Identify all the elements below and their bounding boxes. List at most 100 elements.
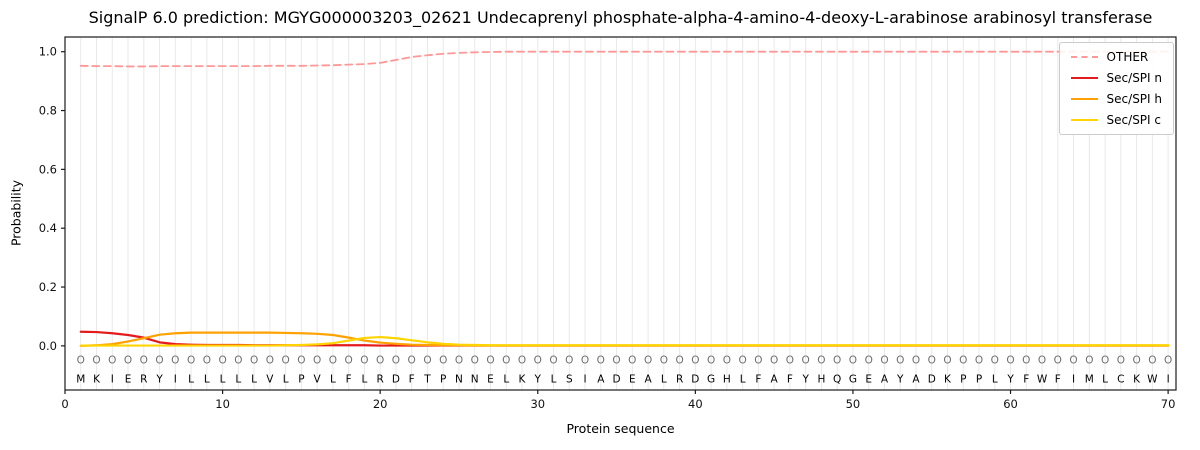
residue-letter: Y [801,374,809,386]
residue-letter: D [392,374,400,386]
prediction-marker: O [1148,354,1156,366]
prediction-marker: O [597,354,605,366]
plot-background [65,37,1176,390]
prediction-marker: O [1069,354,1077,366]
prediction-marker: O [155,354,163,366]
prediction-marker: O [975,354,983,366]
residue-letter: A [597,374,605,386]
prediction-marker: O [896,354,904,366]
chart-title: SignalP 6.0 prediction: MGYG000003203_02… [88,8,1153,27]
prediction-marker: O [124,354,132,366]
residue-letter: L [992,374,998,386]
residue-letter: A [771,374,779,386]
legend-line-sample [1070,56,1098,58]
residue-letter: F [755,374,761,386]
y-tick-label: 0.2 [39,280,57,294]
legend-line-sample [1070,77,1098,79]
prediction-marker: O [345,354,353,366]
y-tick-label: 0.0 [39,339,57,353]
residue-letter: A [644,374,652,386]
residue-letter: I [1167,374,1170,386]
prediction-marker: O [486,354,494,366]
y-tick-label: 0.6 [39,162,57,176]
residue-letter: G [849,374,857,386]
residue-letter: L [204,374,210,386]
residue-letter: A [881,374,889,386]
prediction-marker: O [912,354,920,366]
residue-letter: Y [155,374,163,386]
residue-letter: L [551,374,557,386]
legend-label: Sec/SPI n [1106,71,1162,85]
prediction-marker: O [218,354,226,366]
prediction-marker: O [849,354,857,366]
residue-letter: D [691,374,699,386]
residue-letter: K [1133,374,1141,386]
residue-letter: P [960,374,966,386]
residue-letter: P [976,374,982,386]
prediction-marker: O [423,354,431,366]
y-tick-label: 1.0 [39,45,57,59]
residue-letter: F [1055,374,1061,386]
residue-letter: F [1023,374,1029,386]
prediction-marker: O [360,354,368,366]
legend: OTHER Sec/SPI n Sec/SPI h Sec/SPI c [1058,42,1174,135]
prediction-marker: O [833,354,841,366]
prediction-marker: O [266,354,274,366]
prediction-marker: O [140,354,148,366]
legend-line-sample [1070,119,1098,121]
x-tick-label: 20 [373,397,388,411]
prediction-marker: O [660,354,668,366]
prediction-marker: O [817,354,825,366]
prediction-marker: O [581,354,589,366]
residue-letter: L [220,374,226,386]
prediction-marker: O [1006,354,1014,366]
prediction-marker: O [518,354,526,366]
residue-letter: E [629,374,636,386]
prediction-marker: O [1054,354,1062,366]
prediction-marker: O [707,354,715,366]
prediction-marker: O [943,354,951,366]
prediction-marker: O [187,354,195,366]
residue-letter: R [377,374,384,386]
prediction-marker: O [203,354,211,366]
prediction-marker: O [628,354,636,366]
residue-letter: F [409,374,415,386]
x-tick-label: 50 [846,397,861,411]
residue-letter: F [787,374,793,386]
residue-letter: H [817,374,825,386]
prediction-marker: O [92,354,100,366]
residue-letter: I [174,374,177,386]
residue-letter: W [1037,374,1048,386]
residue-letter: I [111,374,114,386]
residue-letter: Y [534,374,542,386]
x-tick-label: 0 [61,397,68,411]
legend-label: Sec/SPI c [1106,113,1161,127]
prediction-marker: O [534,354,542,366]
prediction-marker: O [675,354,683,366]
prediction-marker: O [455,354,463,366]
residue-letter: L [251,374,257,386]
residue-letter: P [298,374,304,386]
prediction-marker: O [234,354,242,366]
residue-letter: H [723,374,731,386]
axes-border [64,36,1177,391]
residue-letter: P [440,374,446,386]
prediction-marker: O [408,354,416,366]
prediction-marker: O [471,354,479,366]
residue-letter: E [865,374,872,386]
prediction-marker: O [329,354,337,366]
residue-letter: L [188,374,194,386]
residue-letter: Q [833,374,841,386]
y-tick-label: 0.4 [39,221,57,235]
residue-letter: R [140,374,147,386]
series-line-other [79,50,1170,68]
prediction-marker: O [1132,354,1140,366]
residue-letter: Y [896,374,904,386]
residue-letter: L [740,374,746,386]
prediction-marker: O [1101,354,1109,366]
residue-letter: L [330,374,336,386]
x-tick-label: 30 [530,397,545,411]
residue-letter: T [423,374,431,386]
